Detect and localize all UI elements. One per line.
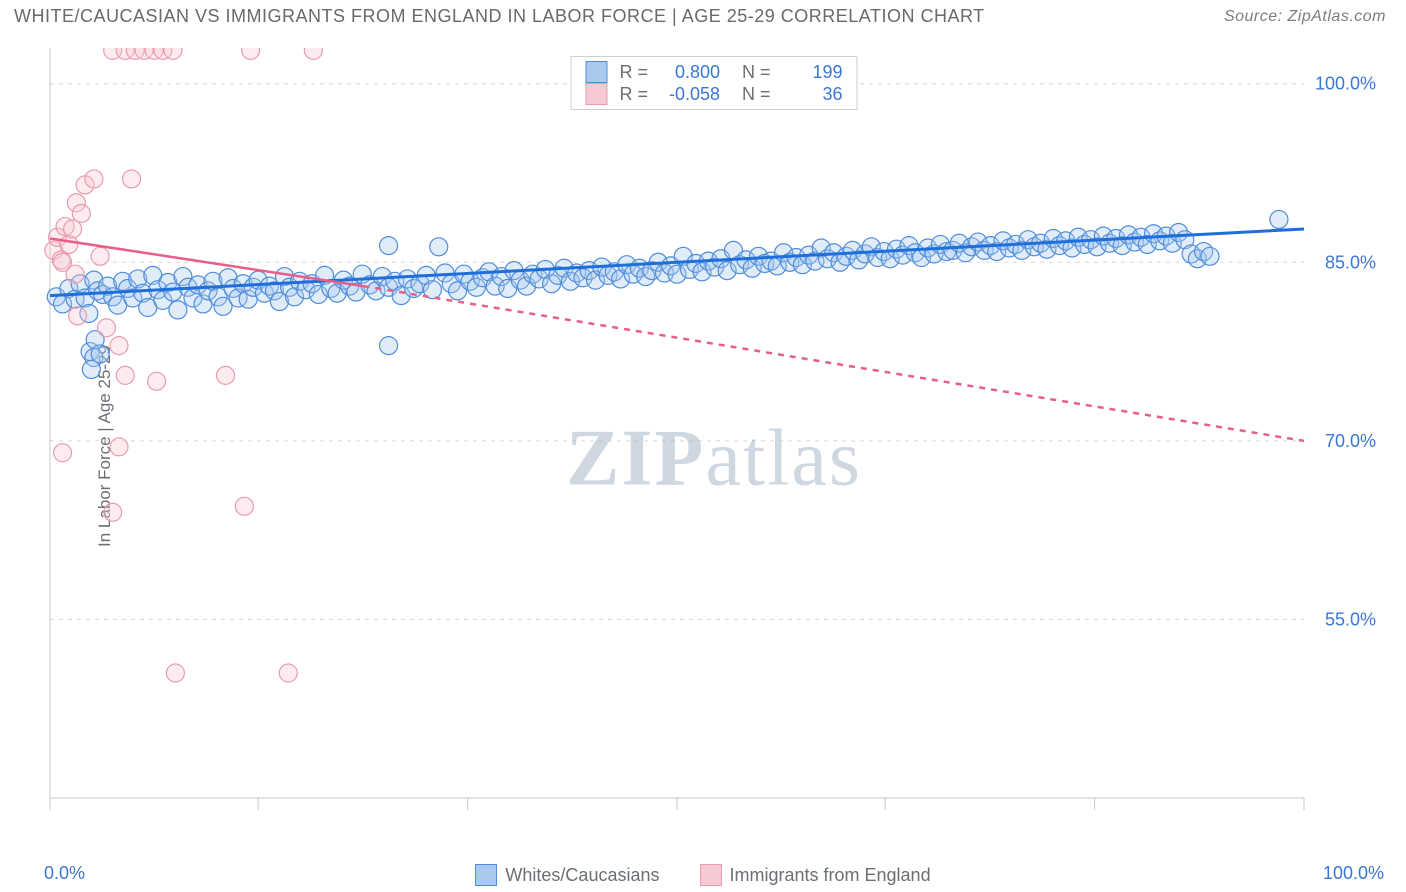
legend-swatch-bottom-1 [700,864,722,886]
legend-row-series-1: R = -0.058 N = 36 [585,83,842,105]
legend-n-label: N = [732,62,771,83]
legend-r-value-0: 0.800 [660,62,720,83]
chart-svg: 55.0% 70.0% 85.0% 100.0% [44,48,1384,838]
legend-item-0: Whites/Caucasians [475,864,659,886]
source-label: Source: ZipAtlas.com [1224,8,1386,26]
legend-r-label: R = [619,84,648,105]
legend-item-1: Immigrants from England [700,864,931,886]
legend-swatch-bottom-0 [475,864,497,886]
legend-r-label: R = [619,62,648,83]
legend-n-value-1: 36 [783,84,843,105]
legend-label-0: Whites/Caucasians [505,865,659,886]
svg-text:85.0%: 85.0% [1325,252,1376,272]
legend-swatch-0 [585,61,607,83]
bottom-legend: Whites/Caucasians Immigrants from Englan… [0,864,1406,886]
legend-r-value-1: -0.058 [660,84,720,105]
chart-title: WHITE/CAUCASIAN VS IMMIGRANTS FROM ENGLA… [14,6,985,27]
legend-n-label: N = [732,84,771,105]
svg-text:70.0%: 70.0% [1325,431,1376,451]
title-bar: WHITE/CAUCASIAN VS IMMIGRANTS FROM ENGLA… [0,0,1406,33]
legend-label-1: Immigrants from England [730,865,931,886]
plot-area: 55.0%70.0%85.0%100.0% ZIPatlas R = 0.800… [44,48,1384,838]
svg-text:100.0%: 100.0% [1315,74,1376,94]
correlation-legend: R = 0.800 N = 199 R = -0.058 N = 36 [570,56,857,110]
svg-text:55.0%: 55.0% [1325,609,1376,629]
legend-row-series-0: R = 0.800 N = 199 [585,61,842,83]
legend-swatch-1 [585,83,607,105]
legend-n-value-0: 199 [783,62,843,83]
